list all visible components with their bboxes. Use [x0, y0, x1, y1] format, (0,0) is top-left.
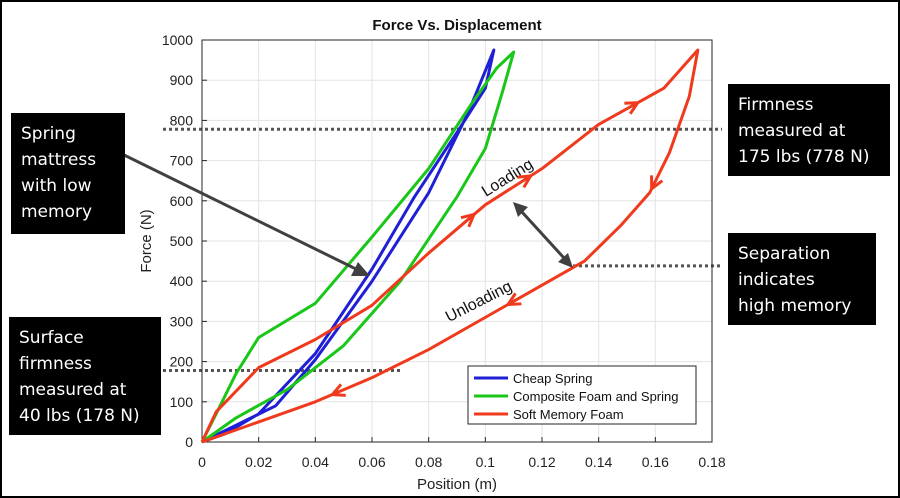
x-tick-label: 0.08: [415, 454, 442, 470]
y-tick-label: 200: [170, 354, 194, 370]
curve-direction-arrows: [329, 101, 664, 397]
x-tick-label: 0.18: [698, 454, 725, 470]
direction-arrowhead: [329, 383, 346, 397]
legend-label-cheap-spring: Cheap Spring: [513, 371, 593, 386]
direction-arrowhead: [624, 101, 641, 115]
direction-arrowhead: [505, 292, 522, 307]
x-tick-label: 0.06: [358, 454, 385, 470]
legend-label-composite: Composite Foam and Spring: [513, 389, 678, 404]
axis-ticks: 0 0.02 0.04 0.06 0.08 0.1 0.12 0.14 0.16 0.18 0 100…: [162, 32, 726, 470]
soft-memory-foam-line: [200, 48, 700, 444]
callout-separation: Separation indicates high memory: [728, 233, 876, 325]
legend: Cheap Spring Composite Foam and Spring S…: [467, 365, 697, 425]
series-lines: [200, 48, 700, 444]
direction-arrowhead: [517, 174, 534, 189]
x-tick-label: 0.12: [528, 454, 555, 470]
direction-arrowhead: [460, 212, 477, 228]
y-tick-label: 0: [185, 434, 193, 450]
x-tick-label: 0.1: [476, 454, 496, 470]
y-tick-label: 1000: [162, 32, 193, 48]
x-tick-label: 0.14: [585, 454, 612, 470]
spring-pointer-arrowhead: [351, 262, 370, 276]
separation-arrowhead-top: [513, 202, 528, 217]
reference-lines: [163, 127, 722, 372]
unloading-label: Unloading: [443, 278, 515, 326]
y-tick-label: 600: [170, 193, 194, 209]
x-tick-label: 0.02: [245, 454, 272, 470]
y-tick-label: 400: [170, 273, 194, 289]
callout-spring-mattress: Spring mattress with low memory: [11, 113, 125, 234]
x-tick-label: 0.16: [642, 454, 669, 470]
legend-label-memory-foam: Soft Memory Foam: [513, 407, 624, 422]
y-tick-label: 800: [170, 112, 194, 128]
separation-double-arrow: [520, 210, 566, 260]
y-tick-label: 500: [170, 233, 194, 249]
chart-title: Force Vs. Displacement: [372, 17, 541, 34]
y-tick-label: 300: [170, 313, 194, 329]
x-axis-label: Position (m): [417, 476, 497, 493]
x-tick-label: 0: [198, 454, 206, 470]
spring-pointer-arrow: [123, 153, 359, 272]
callout-firmness: Firmness measured at 175 lbs (778 N): [728, 84, 890, 176]
y-tick-label: 900: [170, 72, 194, 88]
callout-surface-firmness: Surface firmness measured at 40 lbs (178…: [9, 317, 161, 435]
direction-arrowhead: [650, 175, 664, 192]
y-tick-label: 100: [170, 394, 194, 410]
pointer-arrows: [123, 153, 573, 276]
composite-foam-spring-line: [200, 50, 516, 444]
x-tick-label: 0.04: [302, 454, 329, 470]
separation-arrowhead-bottom: [558, 253, 573, 268]
y-tick-label: 700: [170, 153, 194, 169]
y-axis-label: Force (N): [138, 209, 155, 272]
